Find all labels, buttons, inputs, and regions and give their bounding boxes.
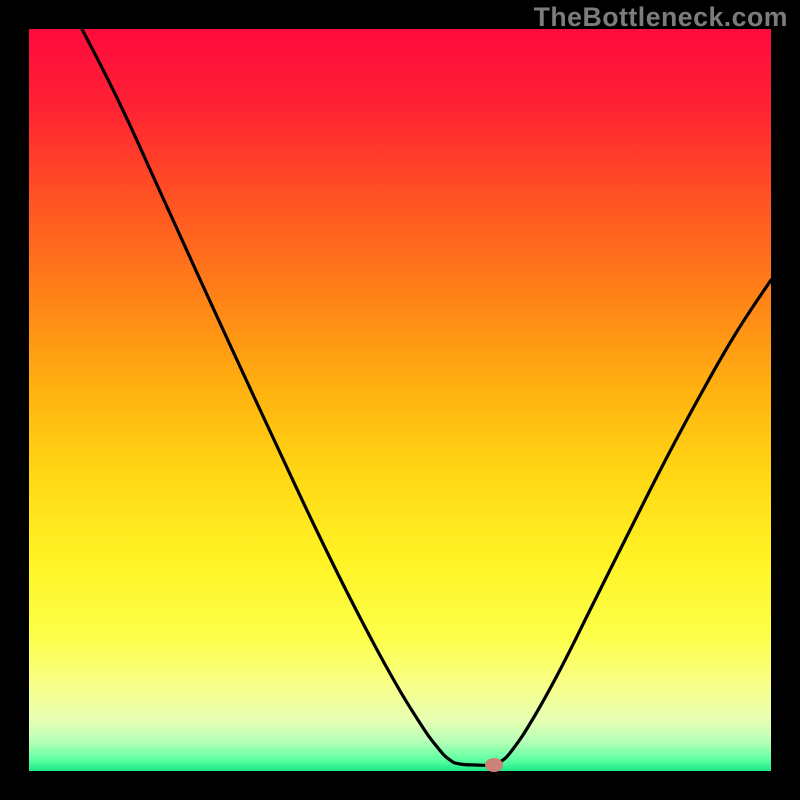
bottleneck-chart bbox=[0, 0, 800, 800]
bottleneck-curve bbox=[82, 29, 771, 765]
optimal-point-marker bbox=[485, 758, 503, 772]
